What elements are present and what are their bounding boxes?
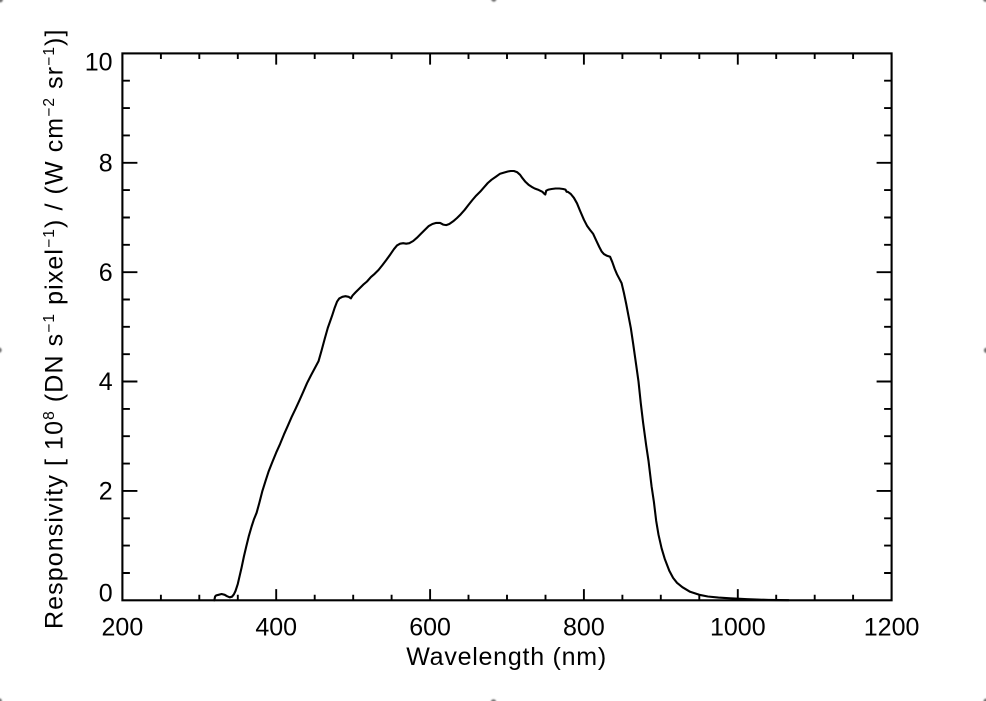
svg-text:4: 4: [99, 368, 113, 396]
svg-text:0: 0: [99, 580, 113, 608]
svg-text:800: 800: [563, 614, 605, 642]
svg-text:200: 200: [102, 614, 144, 642]
svg-text:2: 2: [99, 478, 113, 506]
svg-text:8: 8: [99, 149, 113, 177]
svg-text:10: 10: [85, 49, 113, 77]
svg-text:1200: 1200: [864, 614, 920, 642]
svg-text:Wavelength (nm): Wavelength (nm): [406, 643, 607, 671]
svg-text:1000: 1000: [710, 614, 766, 642]
svg-text:600: 600: [409, 614, 451, 642]
svg-text:400: 400: [255, 614, 297, 642]
svg-text:Responsivity [ 108 (DN s−1 pix: Responsivity [ 108 (DN s−1 pixel−1) / (W…: [41, 28, 69, 629]
svg-text:6: 6: [99, 259, 113, 287]
